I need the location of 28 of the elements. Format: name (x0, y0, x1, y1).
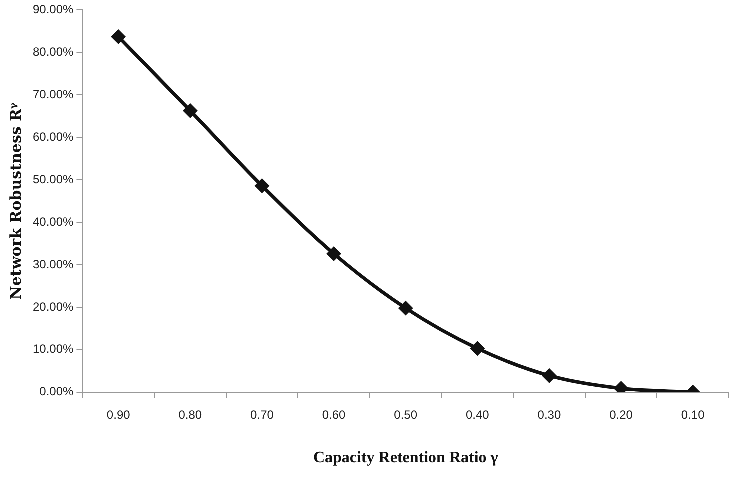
y-tick-label: 10.00% (32, 342, 74, 356)
x-tick-label: 0.90 (106, 408, 131, 422)
y-axis-title: Network Robustness Rᵞ (6, 102, 25, 300)
y-tick-label: 40.00% (32, 214, 74, 229)
point (255, 179, 269, 193)
point (542, 369, 556, 383)
y-tick-label: 90.00% (32, 2, 74, 17)
y-tick-label: 20.00% (32, 300, 74, 314)
x-tick-label: 0.60 (322, 408, 346, 422)
x-tick-label: 0.30 (538, 408, 562, 422)
x-tick-label: 0.80 (178, 408, 202, 422)
x-tick-label: 0.20 (610, 408, 634, 422)
point (184, 104, 198, 118)
y-tick-label: 60.00% (32, 130, 74, 144)
y-tick-label: 80.00% (32, 44, 74, 59)
y-tick-label: 30.00% (32, 257, 74, 272)
point (327, 247, 341, 261)
y-tick-label: 70.00% (32, 87, 74, 102)
x-axis-title: Capacity Retention Ratio γ (313, 450, 499, 467)
point (112, 30, 126, 44)
x-tick-label: 0.50 (394, 408, 418, 422)
y-tick-label: 0.00% (40, 384, 74, 399)
point (399, 302, 413, 316)
x-tick-label: 0.40 (466, 408, 490, 422)
x-tick-label: 0.10 (681, 408, 706, 422)
point (470, 342, 484, 356)
x-tick-label: 0.70 (250, 408, 274, 422)
y-tick-label: 50.00% (32, 172, 74, 186)
